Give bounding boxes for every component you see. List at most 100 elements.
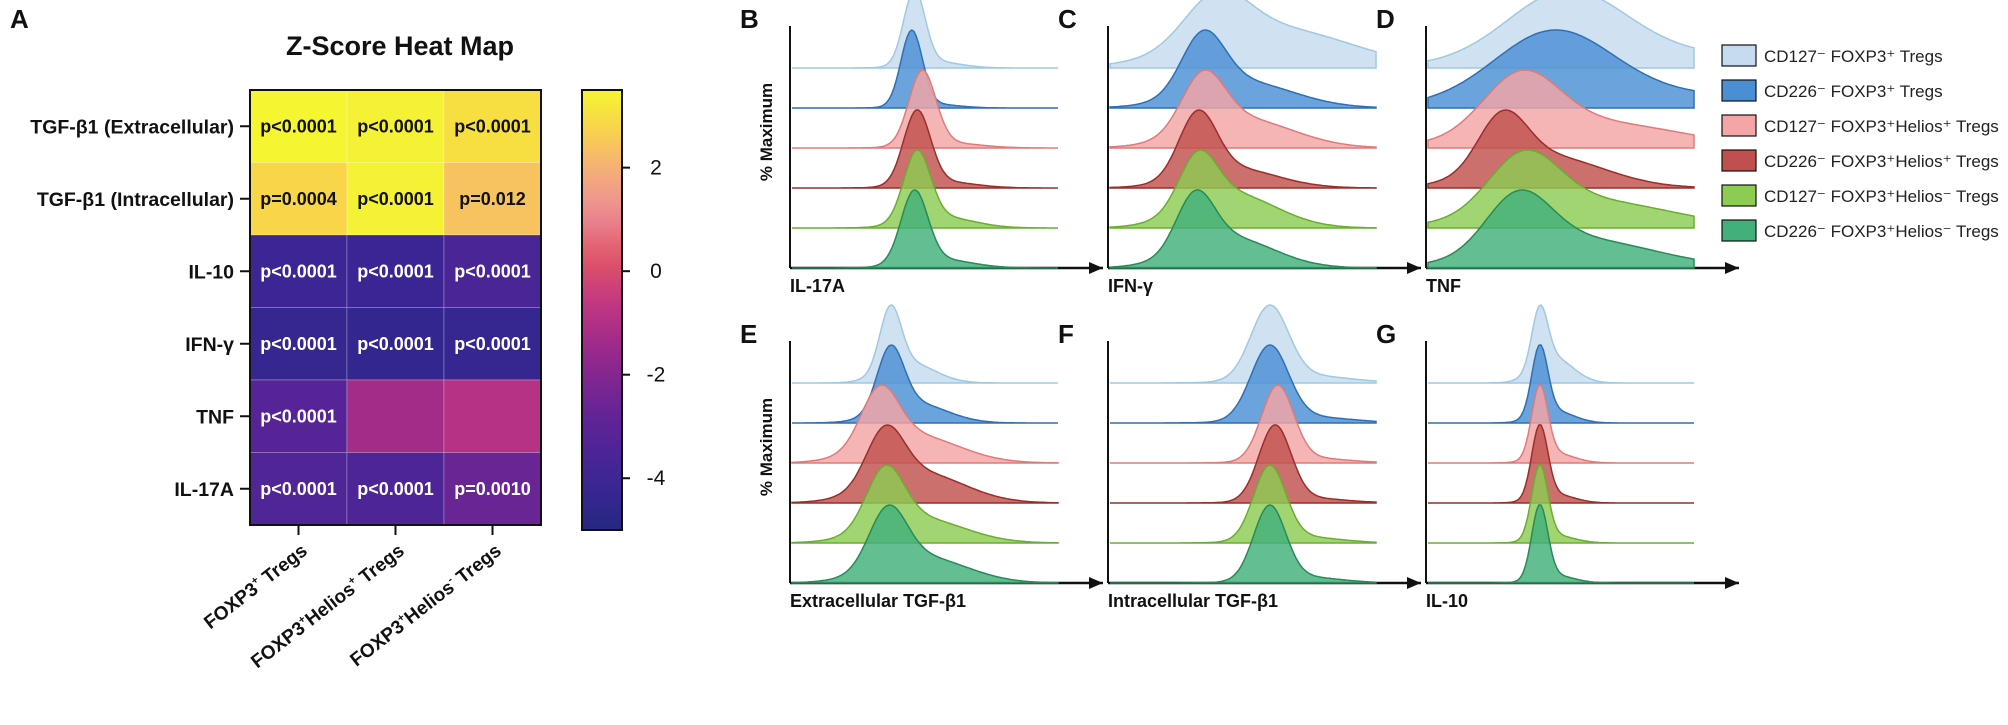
panel-letter: F <box>1058 319 1074 349</box>
heatmap-panel-a: A Z-Score Heat Map p<0.0001 p<0.0001 p<0.000… <box>10 4 666 673</box>
row-label: IL-17A <box>174 479 234 501</box>
cell-pvalue: p<0.0001 <box>260 406 337 426</box>
heatmap-cell <box>249 452 348 526</box>
histogram-curve <box>1428 384 1694 464</box>
histogram-panel-d: D TNF <box>1376 0 1739 296</box>
column-label-part: FOXP3 <box>247 618 309 673</box>
histogram-curve <box>1110 424 1377 504</box>
heatmap-cell <box>346 234 445 308</box>
row-label: TNF <box>196 406 234 428</box>
column-label: FOXP3+Helios+ Tregs <box>247 540 409 673</box>
legend-swatch <box>1721 149 1757 172</box>
x-axis-arrow <box>1407 577 1421 589</box>
panel-letter: B <box>740 4 759 34</box>
legend-swatch <box>1721 114 1757 137</box>
histogram-curve <box>1428 344 1694 424</box>
x-axis-arrow <box>1725 577 1739 589</box>
heatmap-cell <box>346 379 445 453</box>
legend-swatch <box>1721 79 1757 102</box>
histogram-curve <box>791 504 1059 584</box>
cell-pvalue: p<0.0001 <box>357 261 434 281</box>
histogram-curve <box>1428 424 1694 504</box>
histogram-curve <box>1109 69 1377 149</box>
histogram-curve <box>791 384 1059 464</box>
panel-letter: C <box>1058 4 1077 34</box>
column-label-part: Helios <box>401 577 459 629</box>
cell-pvalue: p=0.012 <box>459 189 526 209</box>
x-axis-arrow <box>1407 262 1421 274</box>
row-label: IL-10 <box>188 261 234 283</box>
panel-letter: E <box>740 319 757 349</box>
histogram-legend: CD127⁻ FOXP3⁺ Tregs CD226⁻ FOXP3⁺ Tregs CD… <box>1721 44 1999 242</box>
cell-pvalue: p<0.0001 <box>260 479 337 499</box>
cell-pvalue: p<0.0001 <box>260 334 337 354</box>
cell-pvalue: p<0.0001 <box>357 116 434 136</box>
histogram-curve <box>1110 304 1377 384</box>
histogram-curve <box>791 464 1059 544</box>
heatmap-cell <box>443 452 542 526</box>
histogram-panel-c: C IFN-γ <box>1058 0 1421 296</box>
row-label: TGF-β1 (Intracellular) <box>37 189 234 211</box>
panel-letter-a: A <box>10 4 29 34</box>
cell-pvalue: p<0.0001 <box>454 334 531 354</box>
heatmap-cell <box>443 307 542 381</box>
histogram-panel-g: G IL-10 <box>1376 304 1739 611</box>
heatmap-cell <box>249 379 348 453</box>
heatmap-cell <box>249 89 348 163</box>
column-label-part: Helios <box>302 579 360 631</box>
column-label-part: Tregs <box>255 540 312 591</box>
column-label-part: Tregs <box>449 540 506 591</box>
heatmap-cell <box>443 379 542 453</box>
histogram-panel-f: F Intracellular TGF-β1 <box>1058 304 1421 611</box>
x-axis-label: IL-10 <box>1426 591 1468 611</box>
cell-pvalue: p<0.0001 <box>260 261 337 281</box>
cell-pvalue: p<0.0001 <box>357 189 434 209</box>
legend-label: CD226⁻ FOXP3⁺Helios⁺ Tregs <box>1764 152 1999 171</box>
row-label: TGF-β1 (Extracellular) <box>30 116 234 138</box>
legend-swatch <box>1721 219 1757 242</box>
x-axis-arrow <box>1089 262 1103 274</box>
colorbar-tick-label: -4 <box>647 467 666 490</box>
histogram-curve <box>1109 109 1377 189</box>
column-label-part: Tregs <box>352 540 409 591</box>
cell-pvalue: p=0.0010 <box>454 479 531 499</box>
histogram-curve <box>1109 149 1377 229</box>
histogram-curve <box>1110 464 1377 544</box>
heatmap-cell <box>346 162 445 236</box>
colorbar-tick-label: 2 <box>650 157 662 180</box>
colorbar-tick-label: -2 <box>647 364 666 387</box>
heatmap-cell <box>249 307 348 381</box>
x-axis-label: Extracellular TGF-β1 <box>790 591 966 611</box>
y-axis-label: % Maximum <box>757 83 776 181</box>
column-label-part: FOXP3 <box>347 616 409 671</box>
legend-swatch <box>1721 184 1757 207</box>
histogram-curve <box>792 344 1058 424</box>
histogram-curve <box>1428 504 1694 584</box>
colorbar <box>581 89 623 531</box>
x-axis-label: IFN-γ <box>1108 276 1153 296</box>
heatmap-cell <box>249 162 348 236</box>
histogram-curve <box>1109 29 1377 109</box>
histogram-curve <box>791 424 1059 504</box>
legend-label: CD127⁻ FOXP3⁺ Tregs <box>1764 47 1943 66</box>
cell-pvalue: p<0.0001 <box>357 479 434 499</box>
x-axis-label: Intracellular TGF-β1 <box>1108 591 1278 611</box>
column-label-part: FOXP3 <box>200 579 262 634</box>
histogram-curve <box>1427 109 1695 189</box>
cell-pvalue: p<0.0001 <box>260 116 337 136</box>
panel-letter: G <box>1376 319 1396 349</box>
y-axis-label: % Maximum <box>757 398 776 496</box>
heatmap-title: Z-Score Heat Map <box>286 31 514 61</box>
cell-pvalue: p<0.0001 <box>454 261 531 281</box>
x-axis-label: TNF <box>1426 276 1461 296</box>
histogram-curve <box>792 0 1058 69</box>
cell-pvalue: p<0.0001 <box>454 116 531 136</box>
histogram-curve <box>1428 464 1694 544</box>
legend-label: CD127⁻ FOXP3⁺Helios⁺ Tregs <box>1764 117 1999 136</box>
panel-letter: D <box>1376 4 1395 34</box>
heatmap-cell <box>346 89 445 163</box>
histogram-curve <box>1110 504 1377 584</box>
histogram-curve <box>1427 189 1695 269</box>
histogram-curve <box>1109 0 1377 69</box>
